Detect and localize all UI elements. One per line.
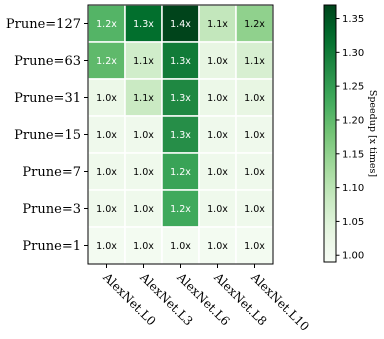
- heatmap-cell: [87, 226, 126, 265]
- cell-value-label: 1.0x: [207, 204, 228, 215]
- heatmap-cell: [198, 115, 237, 154]
- y-tick-label: Prune=63: [14, 54, 81, 69]
- colorbar-label: Speedup [x times]: [367, 90, 378, 177]
- cell-value-label: 1.0x: [207, 130, 228, 141]
- cell-value-label: 1.0x: [244, 130, 265, 141]
- cell-value-label: 1.0x: [207, 167, 228, 178]
- cell-value-label: 1.4x: [170, 19, 191, 30]
- y-tick-label: Prune=3: [22, 202, 81, 217]
- cell-value-label: 1.0x: [133, 204, 154, 215]
- cell-value-label: 1.0x: [244, 93, 265, 104]
- cell-value-label: 1.2x: [96, 19, 117, 30]
- heatmap-cell: [235, 115, 274, 154]
- cell-value-label: 1.0x: [96, 241, 117, 252]
- heatmap-cell: [124, 189, 163, 228]
- cell-value-label: 1.2x: [96, 56, 117, 67]
- cell-value-label: 1.0x: [207, 241, 228, 252]
- colorbar-tick-label: 1.00: [342, 251, 364, 262]
- heatmap-cell: [198, 78, 237, 117]
- heatmap-cells: 1.2x 1.3x 1.4x 1.1x 1.2x 1.2x 1.1x 1.3x 1.0x 1.1x…: [87, 4, 274, 265]
- cell-value-label: 1.0x: [244, 204, 265, 215]
- colorbar: 1.00 1.05 1.10 1.15 1.20 1.25 1.30 1.35 Speedup …: [323, 4, 378, 263]
- cell-value-label: 1.0x: [96, 93, 117, 104]
- colorbar-tick-label: 1.30: [342, 48, 364, 59]
- colorbar-tick-label: 1.35: [342, 14, 364, 25]
- heatmap-cell: [161, 152, 200, 191]
- cell-value-label: 1.1x: [207, 19, 228, 30]
- cell-value-label: 1.3x: [133, 19, 154, 30]
- heatmap-cell: [124, 78, 163, 117]
- cell-value-label: 1.0x: [207, 93, 228, 104]
- heatmap-cell: [124, 152, 163, 191]
- cell-value-label: 1.0x: [96, 130, 117, 141]
- y-tick-label: Prune=31: [14, 91, 81, 106]
- heatmap-cell: [161, 41, 200, 80]
- y-tick-label: Prune=15: [14, 128, 81, 143]
- cell-value-label: 1.1x: [133, 93, 154, 104]
- cell-value-label: 1.3x: [170, 56, 191, 67]
- cell-value-label: 1.2x: [170, 204, 191, 215]
- y-tick-label: Prune=7: [22, 165, 81, 180]
- cell-value-label: 1.1x: [133, 56, 154, 67]
- cell-value-label: 1.1x: [244, 56, 265, 67]
- cell-value-label: 1.2x: [244, 19, 265, 30]
- cell-value-label: 1.0x: [96, 204, 117, 215]
- y-tick-label: Prune=127: [6, 17, 81, 32]
- cell-value-label: 1.0x: [207, 56, 228, 67]
- colorbar-tick-label: 1.25: [342, 82, 364, 93]
- heatmap-cell: [124, 115, 163, 154]
- colorbar-tick-label: 1.05: [342, 217, 364, 228]
- x-axis-ticks: AlexNet.L0AlexNet.L3AlexNet.L6AlexNet.L8…: [100, 264, 312, 334]
- cell-value-label: 1.0x: [244, 167, 265, 178]
- cell-value-label: 1.0x: [133, 130, 154, 141]
- heatmap-cell: [198, 189, 237, 228]
- cell-value-label: 1.3x: [170, 130, 191, 141]
- colorbar-tick-label: 1.15: [342, 149, 364, 160]
- cell-value-label: 1.2x: [170, 167, 191, 178]
- y-axis-ticks: Prune=127 Prune=63 Prune=31 Prune=15 Prune=7…: [6, 17, 88, 254]
- colorbar-tick-label: 1.20: [342, 115, 364, 126]
- cell-value-label: 1.3x: [170, 93, 191, 104]
- cell-value-label: 1.0x: [133, 167, 154, 178]
- colorbar-gradient: [323, 4, 337, 263]
- cell-value-label: 1.0x: [244, 241, 265, 252]
- cell-value-label: 1.0x: [170, 241, 191, 252]
- heatmap-cell: [235, 41, 274, 80]
- cell-value-label: 1.0x: [133, 241, 154, 252]
- colorbar-tick-label: 1.10: [342, 183, 364, 194]
- y-tick-label: Prune=1: [22, 239, 81, 254]
- cell-value-label: 1.0x: [96, 167, 117, 178]
